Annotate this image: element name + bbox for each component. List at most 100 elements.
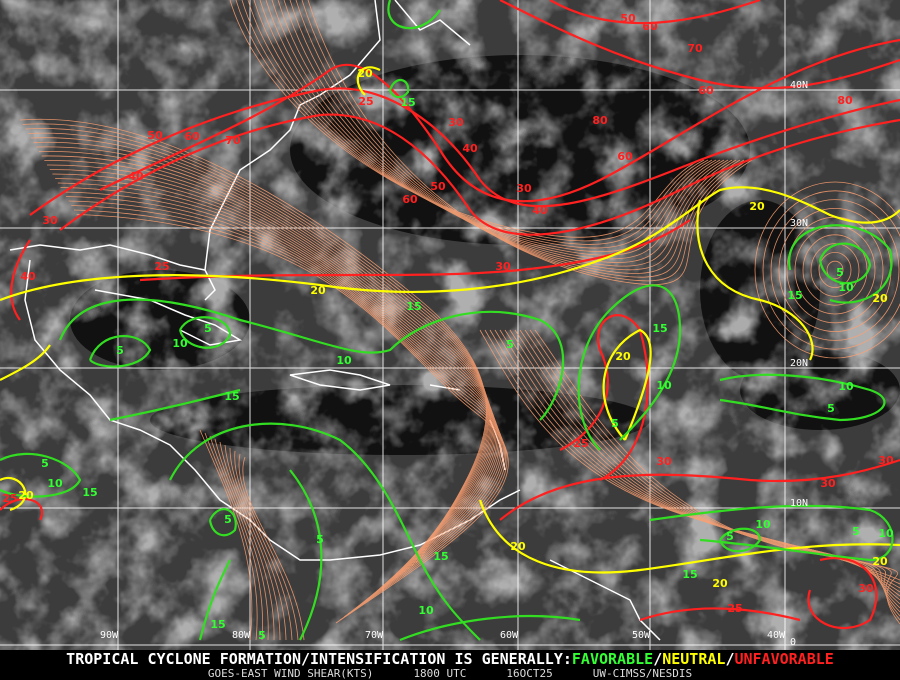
unfavorable-contour-label: 30 [878,454,894,467]
streamline [247,0,713,249]
favorable-contour-label: 5 [726,530,734,543]
streamline [33,141,491,576]
streamline [307,0,753,285]
unfavorable-contour-label: 60 [617,150,633,163]
streamline [36,146,492,579]
unfavorable-contour-label: 30 [656,455,672,468]
unfavorable-contour-label: 40 [20,270,36,283]
neutral-contour-label: 20 [712,577,728,590]
streamlines [19,0,900,641]
unfavorable-contour-label: 30 [516,182,532,195]
neutral-contour-label: 20 [18,489,34,502]
streamline-circulation [762,190,900,350]
streamline-circulation [802,234,868,306]
streamline [28,132,489,570]
favorable-contour-label: 15 [652,322,667,335]
product-source: UW-CIMSS/NESDIS [592,667,693,680]
streamline [209,435,264,641]
unfavorable-contour-label: 70 [687,42,703,55]
favorable-contour-label: 5 [836,266,844,279]
streamline [19,118,487,561]
streamline [271,0,729,263]
favorable-contour-label: 15 [210,618,225,631]
streamline [234,450,293,641]
cloud-imagery [0,0,900,650]
latitude-label: 20N [790,358,808,369]
unfavorable-contour-label: 60 [184,130,200,143]
favorable-contours [0,0,894,642]
streamline [52,173,498,597]
unfavorable-contour-label: 50 [620,12,636,25]
streamline-circulation [818,251,852,288]
lat-lon-grid [0,0,900,650]
unfavorable-contour-label: 25 [573,437,588,450]
coastlines [9,0,661,641]
unfavorable-contour-label: 40 [532,204,548,217]
streamline-circulation [754,181,900,359]
unfavorable-contour-label: 80 [837,94,853,107]
latitude-label: 0 [790,637,796,648]
streamline [68,200,505,615]
unfavorable-contour-label: 60 [402,193,418,206]
favorable-contour-label: 10 [172,337,188,350]
favorable-contour-label: 10 [878,527,894,540]
streamline [57,182,500,603]
favorable-contour-label: 15 [82,486,97,499]
longitude-label: 80W [232,630,251,641]
unfavorable-contour-label: 30 [42,214,58,227]
favorable-contour-label: 10 [418,604,434,617]
streamline [524,329,900,617]
shear-contours [0,0,900,642]
streamline [30,137,490,573]
legend-separator: / [725,650,735,668]
streamline [38,151,493,582]
streamline [25,128,488,567]
unfavorable-contour-label: 25 [727,602,742,615]
longitude-label: 90W [100,630,119,641]
streamline [224,444,281,641]
favorable-contour-label: 5 [316,533,324,546]
streamline [22,123,488,564]
streamline [235,0,705,242]
streamline [259,0,721,256]
legend-separator: / [653,650,663,668]
streamline [504,329,900,601]
unfavorable-contour-label: 30 [820,477,836,490]
streamline [214,438,269,641]
favorable-contour-label: 15 [224,390,239,403]
favorability-legend: TROPICAL CYCLONE FORMATION/INTENSIFICATI… [0,650,900,668]
streamline [242,456,305,641]
favorable-contour-label: 5 [224,513,232,526]
streamline [519,329,900,613]
streamline [514,329,900,609]
product-date: 16OCT25 [506,667,553,680]
streamline [219,441,275,641]
neutral-contour-label: 20 [510,540,526,553]
legend-neutral: NEUTRAL [662,650,726,668]
favorable-contour-label: 15 [682,568,697,581]
streamline [529,329,900,621]
neutral-contour-label: 20 [872,292,888,305]
unfavorable-contour-label: 70 [225,134,241,147]
latitude-label: 30N [790,218,808,229]
unfavorable-contour-label: 30 [858,582,874,595]
streamline [71,205,506,618]
favorable-contour-label: 15 [406,300,421,313]
latitude-label: 10N [790,498,808,509]
unfavorable-contour-label: 50 [430,180,446,193]
longitude-label: 70W [365,630,384,641]
streamline [229,447,287,641]
favorable-contour-label: 15 [433,550,448,563]
longitude-label: 60W [500,630,519,641]
neutral-contour-label: 20 [615,350,631,363]
streamline [60,187,501,606]
streamline [199,429,253,641]
legend-favorable: FAVORABLE [571,650,654,668]
product-time: 1800 UTC [413,667,467,680]
favorable-contour-label: 5 [852,525,860,538]
favorable-contour-label: 15 [787,289,802,302]
favorable-contour-label: 15 [400,96,415,109]
streamline [204,432,258,641]
unfavorable-contour-label: 60 [642,20,658,33]
